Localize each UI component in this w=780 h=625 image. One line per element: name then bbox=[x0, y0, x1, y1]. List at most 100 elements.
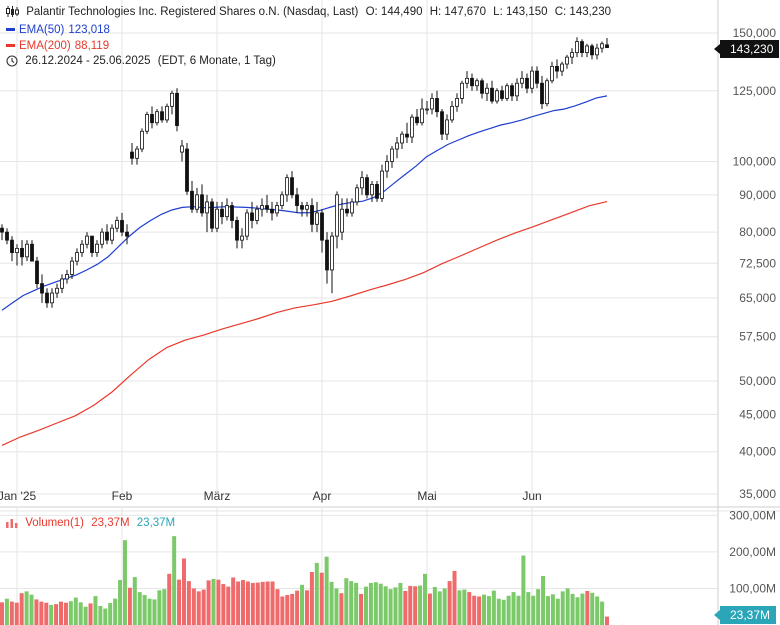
volume-bar bbox=[285, 595, 290, 625]
candle-body bbox=[25, 243, 29, 258]
candle-body bbox=[185, 148, 189, 192]
candle-body bbox=[190, 190, 194, 210]
volume-bar bbox=[93, 596, 98, 625]
volume-bar bbox=[590, 592, 595, 625]
candle bbox=[330, 232, 334, 294]
candle-body bbox=[105, 231, 109, 241]
x-tick-label: Jun bbox=[522, 489, 541, 503]
candle bbox=[265, 194, 269, 213]
volume-bar bbox=[526, 592, 531, 625]
candle bbox=[205, 194, 209, 233]
volume-bar bbox=[152, 599, 157, 625]
ema200-legend[interactable]: EMA(200) 88,119 bbox=[6, 39, 113, 53]
candle bbox=[55, 283, 59, 298]
candle bbox=[80, 240, 84, 257]
volume-bar bbox=[201, 589, 206, 625]
candle-body bbox=[315, 212, 319, 225]
y-tick-label: 35,000 bbox=[739, 487, 776, 501]
candle bbox=[15, 244, 19, 266]
candle-body bbox=[585, 45, 589, 54]
volume-bar bbox=[157, 590, 162, 625]
candle-body bbox=[5, 231, 9, 241]
candle bbox=[530, 66, 534, 94]
candle bbox=[210, 198, 214, 233]
candle-body bbox=[540, 82, 544, 105]
candle bbox=[135, 145, 139, 165]
candle-body bbox=[270, 208, 274, 214]
candle-body bbox=[525, 77, 529, 89]
candle-body bbox=[555, 65, 559, 72]
candle-body bbox=[395, 142, 399, 150]
candle bbox=[390, 145, 394, 168]
volume-tick-label: 200,00M bbox=[729, 545, 776, 559]
candle-body bbox=[85, 235, 89, 245]
volume-bar bbox=[496, 598, 501, 625]
volume-bar bbox=[177, 579, 182, 625]
candle-body bbox=[280, 194, 284, 206]
volume-bar bbox=[368, 582, 373, 625]
candle-body bbox=[595, 47, 599, 56]
candle bbox=[370, 181, 374, 202]
volume-bar bbox=[452, 570, 457, 625]
candle-body bbox=[80, 243, 84, 253]
candle bbox=[470, 73, 474, 91]
ema200-value: 88,119 bbox=[74, 40, 110, 52]
candle bbox=[220, 201, 224, 225]
candle-body bbox=[600, 43, 604, 49]
candle-body bbox=[450, 105, 454, 121]
candle bbox=[380, 164, 384, 202]
volume-bar bbox=[486, 596, 491, 625]
candle-body bbox=[380, 170, 384, 199]
volume-bar bbox=[39, 601, 44, 625]
volume-bar bbox=[236, 581, 241, 625]
candle-body bbox=[580, 41, 584, 54]
volume-bar bbox=[511, 592, 516, 625]
candle-body bbox=[390, 148, 394, 162]
volume-bar bbox=[324, 556, 329, 625]
candle bbox=[440, 109, 444, 141]
candle-body bbox=[210, 201, 214, 229]
high-value: H: 147,670 bbox=[429, 6, 486, 18]
candle-body bbox=[160, 111, 164, 121]
candle-body bbox=[490, 87, 494, 102]
candle-body bbox=[165, 105, 169, 121]
candle-body bbox=[125, 231, 129, 237]
candle bbox=[570, 48, 574, 65]
candle-body bbox=[295, 194, 299, 206]
candle-body bbox=[365, 177, 369, 196]
y-tick-label: 57,500 bbox=[739, 330, 776, 344]
candle bbox=[30, 240, 34, 262]
x-tick-label: Mai bbox=[417, 489, 436, 503]
volume-bar bbox=[398, 582, 403, 625]
volume-bar bbox=[78, 602, 83, 625]
candle bbox=[50, 288, 54, 308]
candle bbox=[60, 274, 64, 294]
volume-bar bbox=[304, 590, 309, 625]
candle bbox=[235, 216, 239, 249]
candle-body bbox=[200, 194, 204, 214]
volume-bar bbox=[388, 589, 393, 625]
candle-body bbox=[470, 77, 474, 87]
candle bbox=[405, 122, 409, 143]
candle-body bbox=[120, 220, 124, 233]
volume-bar bbox=[506, 595, 511, 625]
candle-body bbox=[375, 184, 379, 199]
volume-bar bbox=[477, 596, 482, 625]
volume-tick-label: 100,00M bbox=[729, 581, 776, 595]
candle-body bbox=[420, 108, 424, 124]
volume-bar bbox=[63, 602, 68, 625]
ema50-legend[interactable]: EMA(50) 123,018 bbox=[6, 23, 114, 37]
y-tick-label: 125,000 bbox=[733, 84, 777, 98]
volume-bar bbox=[354, 582, 359, 625]
volume-bars-icon bbox=[6, 518, 18, 528]
candle bbox=[375, 181, 379, 202]
volume-bar bbox=[73, 597, 78, 625]
candle bbox=[365, 174, 369, 199]
volume-bar bbox=[457, 590, 462, 625]
candle bbox=[445, 114, 449, 141]
candle bbox=[270, 201, 274, 221]
volume-bar bbox=[44, 602, 49, 625]
candle bbox=[465, 71, 469, 89]
candle bbox=[225, 198, 229, 221]
